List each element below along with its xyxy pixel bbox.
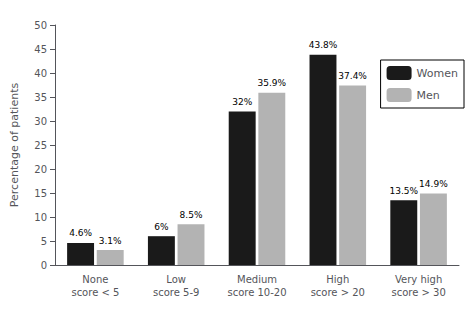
- svg-text:score 10-20: score 10-20: [227, 287, 286, 298]
- svg-text:Men: Men: [417, 89, 440, 102]
- svg-text:8.5%: 8.5%: [180, 210, 203, 220]
- svg-text:Percentage of patients: Percentage of patients: [8, 83, 21, 208]
- svg-text:14.9%: 14.9%: [419, 179, 448, 189]
- svg-text:6%: 6%: [154, 222, 169, 232]
- svg-text:Medium: Medium: [237, 274, 277, 285]
- svg-text:43.8%: 43.8%: [309, 40, 338, 50]
- svg-text:35.9%: 35.9%: [258, 78, 287, 88]
- svg-text:0: 0: [41, 260, 47, 271]
- svg-text:Low: Low: [166, 274, 186, 285]
- svg-text:4.6%: 4.6%: [69, 228, 92, 238]
- svg-text:High: High: [326, 274, 349, 285]
- svg-text:50: 50: [34, 20, 47, 31]
- svg-text:32%: 32%: [232, 97, 252, 107]
- svg-text:score > 30: score > 30: [391, 287, 445, 298]
- svg-text:None: None: [82, 274, 108, 285]
- svg-text:10: 10: [34, 212, 47, 223]
- svg-text:score 5-9: score 5-9: [153, 287, 199, 298]
- svg-text:45: 45: [34, 44, 47, 55]
- svg-text:20: 20: [34, 164, 47, 175]
- svg-text:Women: Women: [417, 67, 458, 80]
- svg-text:35: 35: [34, 92, 47, 103]
- svg-text:30: 30: [34, 116, 47, 127]
- svg-text:15: 15: [34, 188, 47, 199]
- svg-text:score > 20: score > 20: [311, 287, 365, 298]
- svg-text:score < 5: score < 5: [71, 287, 119, 298]
- svg-text:13.5%: 13.5%: [389, 186, 418, 196]
- svg-text:Very high: Very high: [395, 274, 442, 285]
- svg-text:3.1%: 3.1%: [99, 236, 122, 246]
- svg-text:40: 40: [34, 68, 47, 79]
- svg-text:5: 5: [41, 236, 47, 247]
- svg-text:25: 25: [34, 140, 47, 151]
- svg-text:37.4%: 37.4%: [338, 71, 367, 81]
